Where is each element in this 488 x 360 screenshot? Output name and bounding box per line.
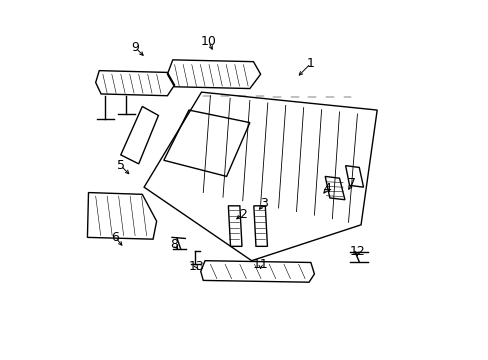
Text: 4: 4 <box>323 183 330 195</box>
Text: 11: 11 <box>252 258 268 271</box>
Text: 9: 9 <box>131 41 139 54</box>
Text: 6: 6 <box>111 231 119 244</box>
Text: 2: 2 <box>238 208 246 221</box>
Text: 8: 8 <box>170 238 178 251</box>
Text: 10: 10 <box>200 35 216 49</box>
Text: 12: 12 <box>349 245 365 258</box>
Text: 3: 3 <box>260 197 267 210</box>
Text: 13: 13 <box>188 260 203 273</box>
Text: 1: 1 <box>306 57 314 70</box>
Text: 5: 5 <box>117 159 124 172</box>
Text: 7: 7 <box>347 177 355 190</box>
